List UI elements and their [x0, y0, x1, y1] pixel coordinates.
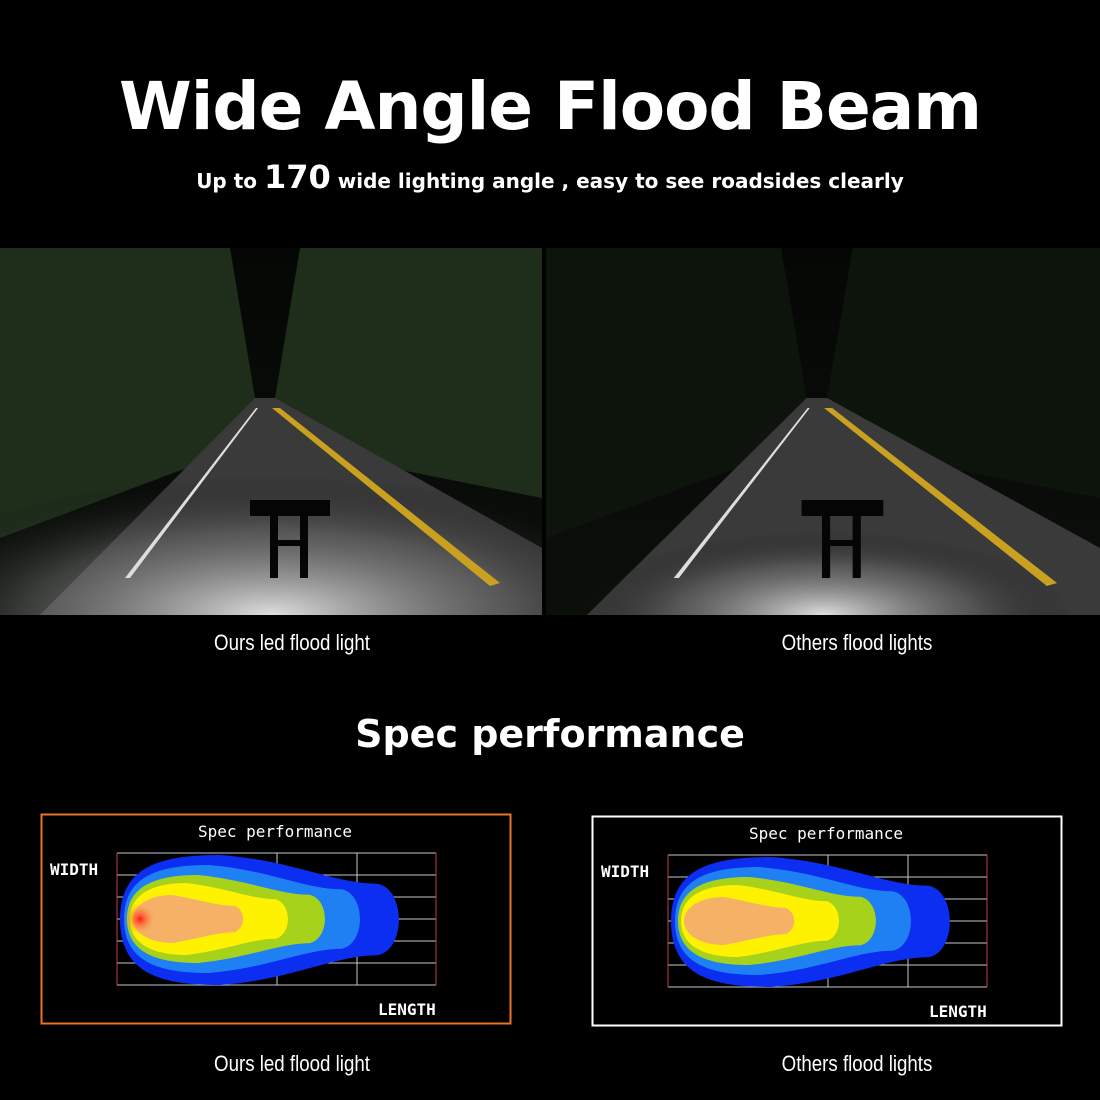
road-photo-ours: [0, 248, 542, 615]
spec-title: Spec performance: [198, 822, 352, 841]
light-bar-silhouette: [250, 500, 330, 578]
road-center-line: [272, 408, 500, 586]
diagram-border: [40, 813, 512, 1025]
subtitle: Up to 170 wide lighting angle , easy to …: [0, 158, 1100, 196]
spec-diagram-others: Spec performance WIDTH LENGTH: [591, 815, 1063, 1027]
length-label: LENGTH: [378, 1000, 436, 1019]
subtitle-post: wide lighting angle , easy to see roadsi…: [330, 169, 904, 193]
width-label: WIDTH: [601, 862, 649, 881]
page-title: Wide Angle Flood Beam: [118, 68, 982, 145]
photo-caption-ours: Ours led flood light: [214, 630, 370, 655]
beam-zone-orange: [133, 895, 244, 943]
spec-caption-ours: Ours led flood light: [214, 1051, 370, 1076]
beam-pattern-chart: [116, 852, 437, 986]
spec-caption-others: Others flood lights: [781, 1051, 933, 1076]
road-edge-line: [673, 408, 810, 578]
spec-diagram-ours: Spec performance WIDTH LENGTH: [40, 813, 512, 1025]
subtitle-pre: Up to: [196, 169, 264, 193]
photo-caption-others: Others flood lights: [781, 630, 933, 655]
light-bar-silhouette: [801, 500, 884, 578]
road-center-line: [824, 408, 1058, 586]
length-label: LENGTH: [929, 1002, 987, 1021]
road-edge-line: [125, 408, 258, 578]
beam-pattern-chart: [667, 854, 988, 988]
spec-title: Spec performance: [749, 824, 903, 843]
angle-value: 170: [263, 158, 331, 196]
diagram-border: [591, 815, 1063, 1027]
spec-heading: Spec performance: [355, 712, 745, 756]
road-photo-others: [546, 248, 1100, 615]
beam-hotspot: [124, 903, 156, 935]
beam-zone-orange: [684, 897, 795, 945]
width-label: WIDTH: [50, 860, 98, 879]
